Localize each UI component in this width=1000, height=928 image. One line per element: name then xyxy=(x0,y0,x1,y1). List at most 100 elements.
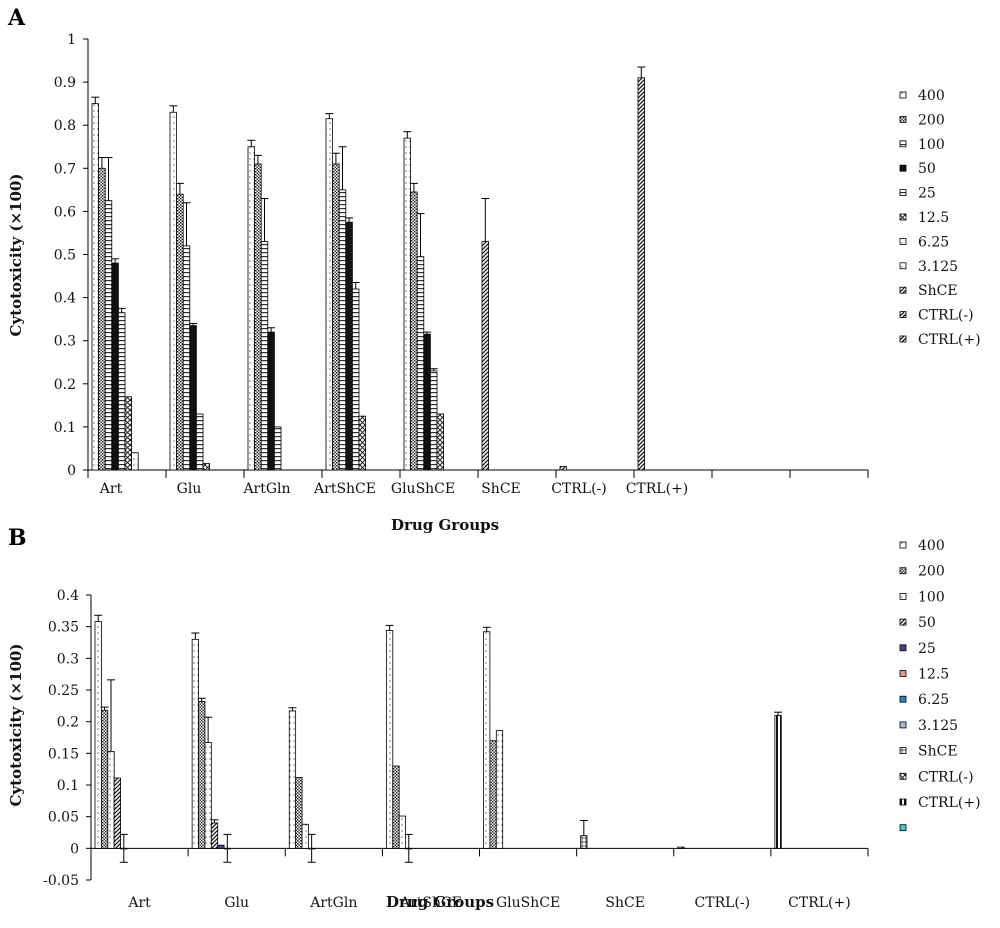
panel-b-x-ticks: Art Glu ArtGln ArtShCE GluShCE ShCE CTRL(-) CTR… xyxy=(90,848,869,911)
bar xyxy=(332,163,340,471)
panel-letter-b: B xyxy=(8,525,27,551)
legend-swatch xyxy=(899,644,907,652)
x-tick-label: GluShCE xyxy=(496,895,560,911)
bar xyxy=(483,631,491,849)
legend-label: 200 xyxy=(918,564,945,580)
bar xyxy=(260,241,269,471)
legend-label: 25 xyxy=(918,186,936,202)
y-tick-label: 0.2 xyxy=(54,377,76,393)
bar xyxy=(398,815,406,849)
legend-swatch xyxy=(899,116,907,123)
panel-a-bars xyxy=(91,66,646,471)
legend-label: CTRL(-) xyxy=(918,769,974,785)
bar xyxy=(416,256,425,471)
legend-label: 12.5 xyxy=(918,210,949,226)
bar xyxy=(351,288,360,471)
legend-swatch xyxy=(899,189,907,197)
bar xyxy=(559,466,567,471)
legend-label: 12.5 xyxy=(918,667,949,683)
bar xyxy=(118,312,126,471)
bar xyxy=(267,331,275,471)
bar xyxy=(176,193,184,471)
bar xyxy=(429,370,438,471)
y-tick-label: 0.3 xyxy=(57,651,79,667)
bar xyxy=(247,146,255,471)
legend-swatch xyxy=(899,747,907,754)
x-tick-label: ArtGln xyxy=(309,895,357,911)
legend-label: 6.25 xyxy=(918,692,949,708)
bar xyxy=(774,714,782,849)
panel-b: B -0.05 0 0.05 0.1 0.15 0.2 0.25 0.3 0.35 0.4 Art… xyxy=(7,525,981,911)
bar xyxy=(210,822,219,849)
legend-label: 200 xyxy=(918,112,945,128)
y-tick-label: 0.4 xyxy=(54,291,76,307)
legend-label: CTRL(-) xyxy=(918,308,974,324)
bar xyxy=(107,751,115,849)
bar xyxy=(98,167,106,471)
legend-label: 25 xyxy=(918,641,936,657)
bar xyxy=(423,333,431,471)
panel-a-legend: 400 200 100 50 25 12.5 6.25 3.125 ShCE CTRL(-) CTR… xyxy=(899,88,981,348)
x-tick-label: ArtShCE xyxy=(399,895,462,911)
legend-swatch xyxy=(899,593,907,600)
bar xyxy=(273,426,282,471)
panel-b-y-ticks: -0.05 0 0.05 0.1 0.15 0.2 0.25 0.3 0.35 0.4 xyxy=(43,588,91,889)
x-tick-label: Art xyxy=(127,895,151,911)
y-tick-label: 1 xyxy=(67,32,76,48)
legend-swatch xyxy=(899,670,907,677)
y-tick-label: 0 xyxy=(67,463,76,479)
x-tick-label: ArtGln xyxy=(242,481,290,497)
panel-a: A 00.10.20.30.40.50.60.70.80.91 Art Glu Ar… xyxy=(7,5,981,534)
legend-label: 3.125 xyxy=(918,718,958,734)
legend-swatch xyxy=(899,311,907,319)
bar xyxy=(198,701,206,849)
legend-label: 400 xyxy=(918,88,945,104)
legend-swatch xyxy=(899,164,907,172)
y-tick-label: 0.2 xyxy=(57,715,79,731)
y-tick-label: -0.05 xyxy=(43,873,79,889)
bar xyxy=(204,742,212,849)
panel-letter-a: A xyxy=(7,5,26,31)
y-tick-label: 0 xyxy=(70,841,79,857)
bar xyxy=(338,189,347,471)
legend-label: 3.125 xyxy=(918,259,958,275)
bar xyxy=(345,221,353,471)
y-tick-label: 0.9 xyxy=(54,75,76,91)
panel-a-x-axis-title: Drug Groups xyxy=(391,516,499,534)
panel-a-x-ticks: Art Glu ArtGln ArtShCE GluShCE ShCE CTRL(-) CTR… xyxy=(87,470,869,497)
bar xyxy=(637,77,645,471)
x-tick-label: GluShCE xyxy=(391,481,455,497)
bar xyxy=(191,638,199,849)
bar xyxy=(489,740,497,849)
bar xyxy=(169,111,177,471)
y-tick-label: 0.1 xyxy=(57,778,79,794)
legend-label: 100 xyxy=(918,137,945,153)
bar xyxy=(358,415,366,471)
legend-label: 6.25 xyxy=(918,234,949,250)
bar xyxy=(403,137,411,471)
bar xyxy=(385,630,394,849)
legend-swatch xyxy=(899,91,907,99)
bar xyxy=(392,765,400,849)
bar xyxy=(288,710,297,849)
bar xyxy=(202,463,210,471)
bar xyxy=(410,191,418,471)
legend-swatch xyxy=(899,541,907,549)
panel-a-axes xyxy=(87,39,868,471)
bar xyxy=(131,452,139,471)
y-tick-label: 0.7 xyxy=(54,161,76,177)
legend-swatch xyxy=(899,695,907,703)
x-tick-label: Art xyxy=(99,481,123,497)
legend-swatch xyxy=(899,286,907,294)
bar xyxy=(325,118,333,471)
legend-label: 400 xyxy=(918,538,945,554)
bar xyxy=(295,777,303,849)
bar xyxy=(217,844,225,849)
bar xyxy=(254,163,262,471)
legend-label: ShCE xyxy=(918,744,958,760)
bar xyxy=(495,730,504,849)
bar xyxy=(113,777,121,849)
bar xyxy=(124,396,132,471)
y-tick-label: 0.15 xyxy=(48,746,79,762)
